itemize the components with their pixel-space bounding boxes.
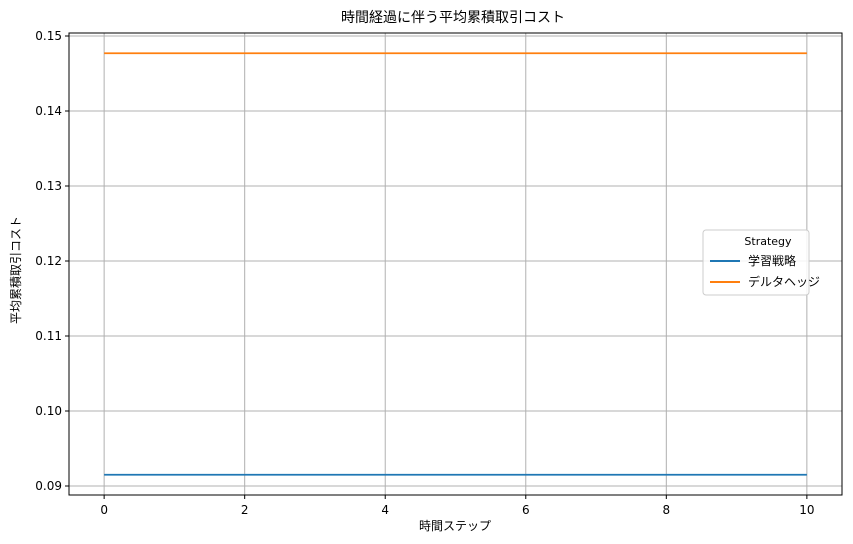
chart-title: 時間経過に伴う平均累積取引コスト <box>341 10 565 26</box>
y-tick-label: 0.14 <box>35 104 62 118</box>
x-tick-label: 10 <box>799 503 814 517</box>
series-group <box>104 52 807 476</box>
y-tick-label: 0.10 <box>35 404 62 418</box>
x-tick-label: 2 <box>241 503 249 517</box>
y-tick-label: 0.11 <box>35 329 62 343</box>
x-tick-label: 0 <box>100 503 108 517</box>
x-tick-label: 8 <box>662 503 670 517</box>
x-tick-label: 4 <box>381 503 389 517</box>
legend-title: Strategy <box>744 235 792 248</box>
legend-label-learned: 学習戦略 <box>748 253 796 268</box>
legend-box <box>702 229 810 296</box>
plot-frame <box>68 32 843 496</box>
x-axis-label: 時間ステップ <box>419 519 491 533</box>
y-tick-label: 0.13 <box>35 179 62 193</box>
y-tick-label: 0.12 <box>35 254 62 268</box>
legend-label-delta-hedge: デルタヘッジ <box>748 274 820 289</box>
x-tick-label: 6 <box>522 503 530 517</box>
legend: Strategy 学習戦略 デルタヘッジ <box>702 229 820 296</box>
y-tick-label: 0.09 <box>35 479 62 493</box>
y-axis-label: 平均累積取引コスト <box>8 216 23 324</box>
y-tick-label: 0.15 <box>35 29 62 43</box>
ticks: 0 2 4 6 8 10 0.09 0.10 0.11 0.12 0.13 0.14 0.15 <box>35 29 814 517</box>
